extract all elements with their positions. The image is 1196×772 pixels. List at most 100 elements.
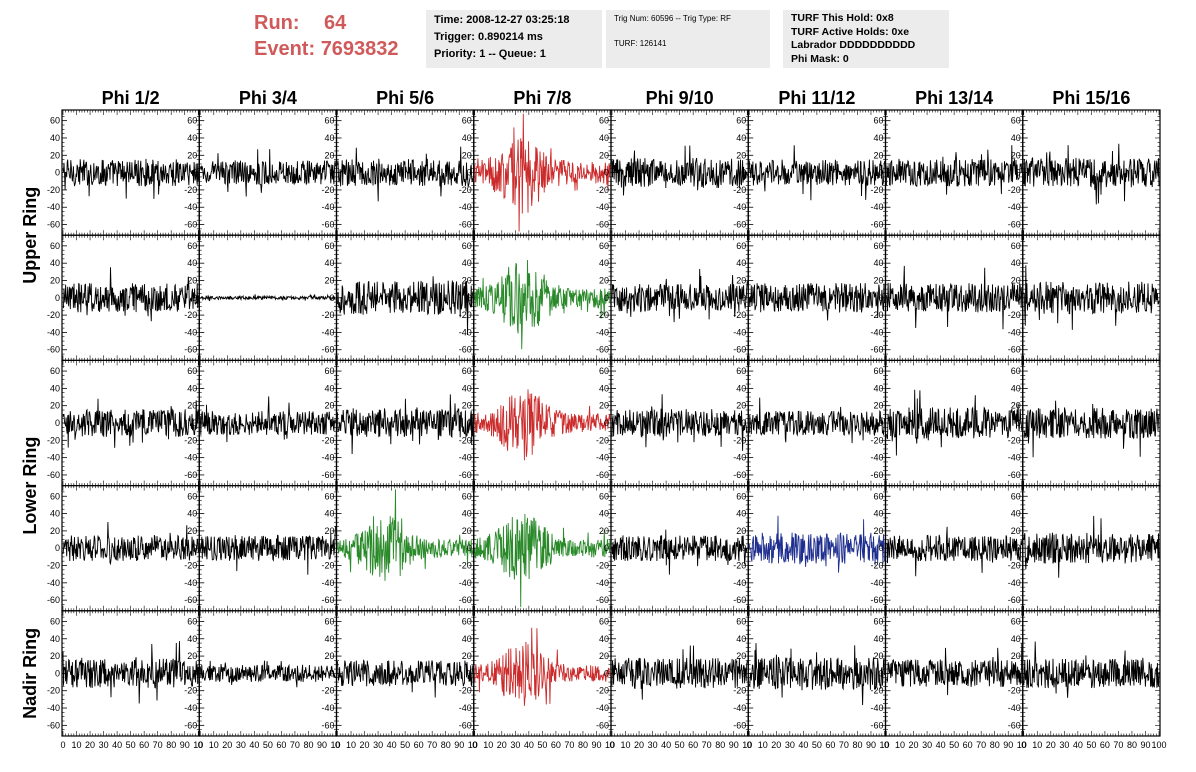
y-tick-label: 0 bbox=[192, 168, 197, 178]
y-tick-label: 0 bbox=[192, 543, 197, 553]
y-tick-label: 40 bbox=[599, 133, 609, 143]
y-tick-label: -60 bbox=[459, 470, 472, 480]
y-tick-label: 40 bbox=[736, 509, 746, 519]
y-tick-label: -20 bbox=[184, 310, 197, 320]
y-tick-label: -60 bbox=[321, 345, 334, 355]
y-tick-label: 20 bbox=[462, 150, 472, 160]
y-tick-label: -40 bbox=[733, 327, 746, 337]
y-tick-label: -60 bbox=[459, 595, 472, 605]
y-tick-label: -60 bbox=[733, 220, 746, 230]
y-tick-label: 60 bbox=[324, 116, 334, 126]
time-text: Time: 2008-12-27 03:25:18 bbox=[434, 14, 570, 26]
y-tick-label: -20 bbox=[733, 435, 746, 445]
y-tick-label: -60 bbox=[321, 595, 334, 605]
turf-info-box: TURF This Hold: 0x8 TURF Active Holds: 0… bbox=[783, 10, 949, 68]
y-tick-label: -60 bbox=[1008, 470, 1021, 480]
y-tick-label: 40 bbox=[462, 258, 472, 268]
waveform-series bbox=[611, 394, 748, 451]
y-tick-label: 40 bbox=[187, 258, 197, 268]
y-tick-label: 40 bbox=[1011, 383, 1021, 393]
y-tick-label: -60 bbox=[596, 595, 609, 605]
y-tick-label: 60 bbox=[462, 116, 472, 126]
y-tick-label: -60 bbox=[870, 220, 883, 230]
y-tick-label: -40 bbox=[596, 327, 609, 337]
y-tick-label: -60 bbox=[47, 220, 60, 230]
y-tick-label: 20 bbox=[873, 526, 883, 536]
y-tick-label: 40 bbox=[324, 133, 334, 143]
y-tick-label: -20 bbox=[596, 185, 609, 195]
y-tick-label: 20 bbox=[324, 275, 334, 285]
y-tick-label: 40 bbox=[50, 258, 60, 268]
waveform-series bbox=[1023, 265, 1160, 330]
y-tick-label: -40 bbox=[321, 453, 334, 463]
y-tick-label: 40 bbox=[50, 133, 60, 143]
y-tick-label: 20 bbox=[599, 275, 609, 285]
y-tick-label: 0 bbox=[604, 168, 609, 178]
y-tick-label: -20 bbox=[184, 185, 197, 195]
y-tick-label: -60 bbox=[596, 470, 609, 480]
y-tick-label: 60 bbox=[1011, 241, 1021, 251]
y-tick-label: 40 bbox=[462, 133, 472, 143]
waveform-series bbox=[62, 158, 199, 199]
waveform-series bbox=[748, 145, 885, 201]
column-title: Phi 1/2 bbox=[102, 88, 160, 108]
y-tick-label: -60 bbox=[870, 345, 883, 355]
y-tick-label: 20 bbox=[736, 526, 746, 536]
ring-label: Upper Ring bbox=[20, 187, 40, 284]
y-tick-label: 20 bbox=[187, 526, 197, 536]
y-tick-label: 40 bbox=[599, 509, 609, 519]
y-tick-label: 40 bbox=[1011, 133, 1021, 143]
waveform-series bbox=[748, 397, 885, 444]
y-tick-label: -40 bbox=[184, 202, 197, 212]
y-tick-label: -60 bbox=[184, 345, 197, 355]
ring-label: Nadir Ring bbox=[20, 628, 40, 719]
y-tick-label: -60 bbox=[184, 595, 197, 605]
y-tick-label: 20 bbox=[873, 150, 883, 160]
y-tick-label: 0 bbox=[741, 168, 746, 178]
waveform-series bbox=[337, 489, 474, 581]
y-tick-label: 20 bbox=[50, 150, 60, 160]
y-tick-label: 20 bbox=[599, 401, 609, 411]
trig-info-box: Trig Num: 60596 -- Trig Type: RF TURF: 1… bbox=[606, 10, 770, 68]
y-tick-label: -20 bbox=[321, 185, 334, 195]
event-value: 7693832 bbox=[320, 38, 399, 60]
y-tick-label: -60 bbox=[47, 345, 60, 355]
y-tick-label: 20 bbox=[736, 275, 746, 285]
y-tick-label: 40 bbox=[736, 258, 746, 268]
event-row: Event: 7693832 bbox=[254, 36, 399, 62]
y-tick-label: 40 bbox=[873, 383, 883, 393]
waveform-series bbox=[474, 513, 611, 608]
turf-text: TURF: 126141 bbox=[614, 39, 667, 48]
y-tick-label: -40 bbox=[321, 202, 334, 212]
y-tick-label: -20 bbox=[733, 310, 746, 320]
y-tick-label: -40 bbox=[459, 202, 472, 212]
waveform-series bbox=[337, 276, 474, 336]
y-tick-label: 0 bbox=[1016, 168, 1021, 178]
y-tick-label: 0 bbox=[878, 168, 883, 178]
y-tick-label: 60 bbox=[736, 491, 746, 501]
y-tick-label: -40 bbox=[733, 578, 746, 588]
y-tick-label: 0 bbox=[467, 293, 472, 303]
y-tick-label: -40 bbox=[321, 327, 334, 337]
y-tick-label: -40 bbox=[47, 578, 60, 588]
y-tick-label: -60 bbox=[1008, 220, 1021, 230]
y-tick-label: -40 bbox=[733, 202, 746, 212]
y-tick-label: 60 bbox=[324, 366, 334, 376]
y-tick-label: 0 bbox=[878, 543, 883, 553]
y-tick-label: 40 bbox=[187, 383, 197, 393]
y-tick-label: 0 bbox=[604, 543, 609, 553]
y-tick-label: -20 bbox=[1008, 310, 1021, 320]
y-tick-label: -20 bbox=[47, 185, 60, 195]
y-tick-label: -60 bbox=[459, 345, 472, 355]
y-tick-label: -60 bbox=[596, 345, 609, 355]
y-tick-label: 60 bbox=[873, 116, 883, 126]
y-tick-label: 0 bbox=[329, 543, 334, 553]
y-tick-label: -40 bbox=[870, 202, 883, 212]
y-tick-label: 60 bbox=[462, 366, 472, 376]
y-tick-label: -60 bbox=[321, 470, 334, 480]
waveform-series bbox=[886, 145, 1023, 195]
y-tick-label: 0 bbox=[741, 293, 746, 303]
y-tick-label: 40 bbox=[324, 509, 334, 519]
y-tick-label: 20 bbox=[462, 526, 472, 536]
